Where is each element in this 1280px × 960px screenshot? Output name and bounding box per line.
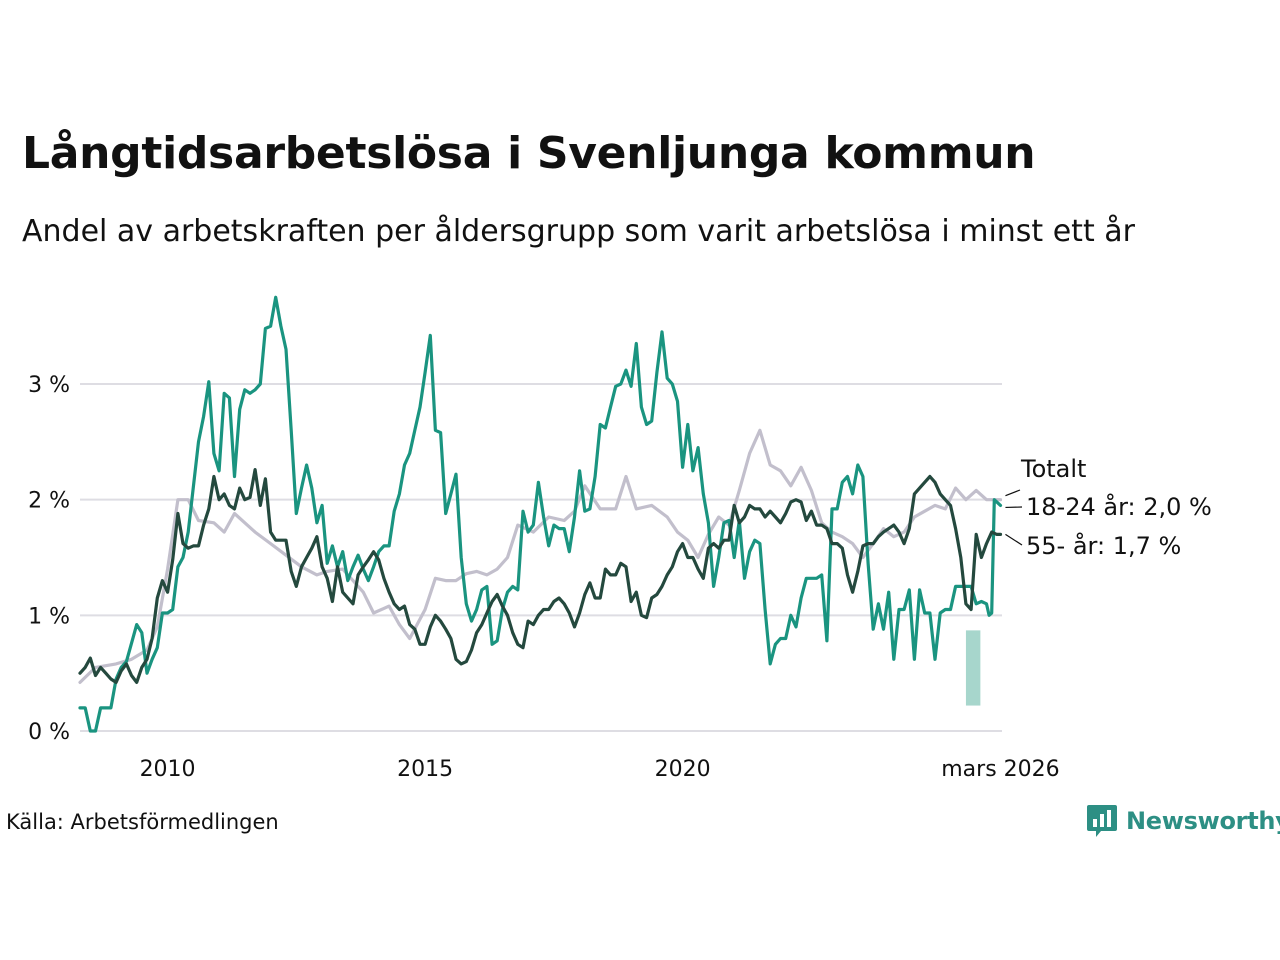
y-tick-label: 1 % [28, 604, 70, 629]
label-leader [1005, 489, 1021, 497]
brand-name: Newsworthy [1126, 807, 1280, 835]
series-label-totalt: Totalt [1020, 455, 1086, 483]
series-line-age_55 [78, 468, 1003, 684]
x-tick-label: mars 2026 [941, 757, 1059, 782]
y-tick-label: 0 % [28, 720, 70, 745]
series-lines [78, 295, 1003, 733]
range-bands [965, 630, 981, 706]
newsworthy-logo-icon [1087, 805, 1117, 837]
uncertainty-band [965, 630, 981, 706]
source-note: Källa: Arbetsförmedlingen [6, 810, 279, 834]
brand-logo[interactable]: Newsworthy [1086, 803, 1280, 839]
x-tick-label: 2020 [655, 757, 711, 782]
series-label-55: 55- år: 1,7 % [1026, 531, 1181, 560]
page-subtitle: Andel av arbetskraften per åldersgrupp s… [22, 214, 1135, 249]
x-tick-label: 2010 [140, 757, 196, 782]
label-leader [1005, 533, 1023, 546]
y-tick-label: 3 % [28, 373, 70, 398]
page-title: Långtidsarbetslösa i Svenljunga kommun [22, 128, 1036, 179]
y-tick-label: 2 % [28, 489, 70, 514]
end-labels: Totalt 18-24 år: 2,0 % 55- år: 1,7 % [1005, 455, 1212, 560]
x-tick-label: 2015 [397, 757, 453, 782]
series-line-age_18_24 [78, 295, 1003, 733]
x-axis: 2010 2015 2020 mars 2026 [140, 757, 1060, 782]
series-label-18-24: 18-24 år: 2,0 % [1026, 492, 1212, 521]
y-axis: 0 % 1 % 2 % 3 % [28, 373, 70, 745]
line-chart: 0 % 1 % 2 % 3 % 2010 2015 2020 mars 2026 Total… [28, 295, 1212, 782]
